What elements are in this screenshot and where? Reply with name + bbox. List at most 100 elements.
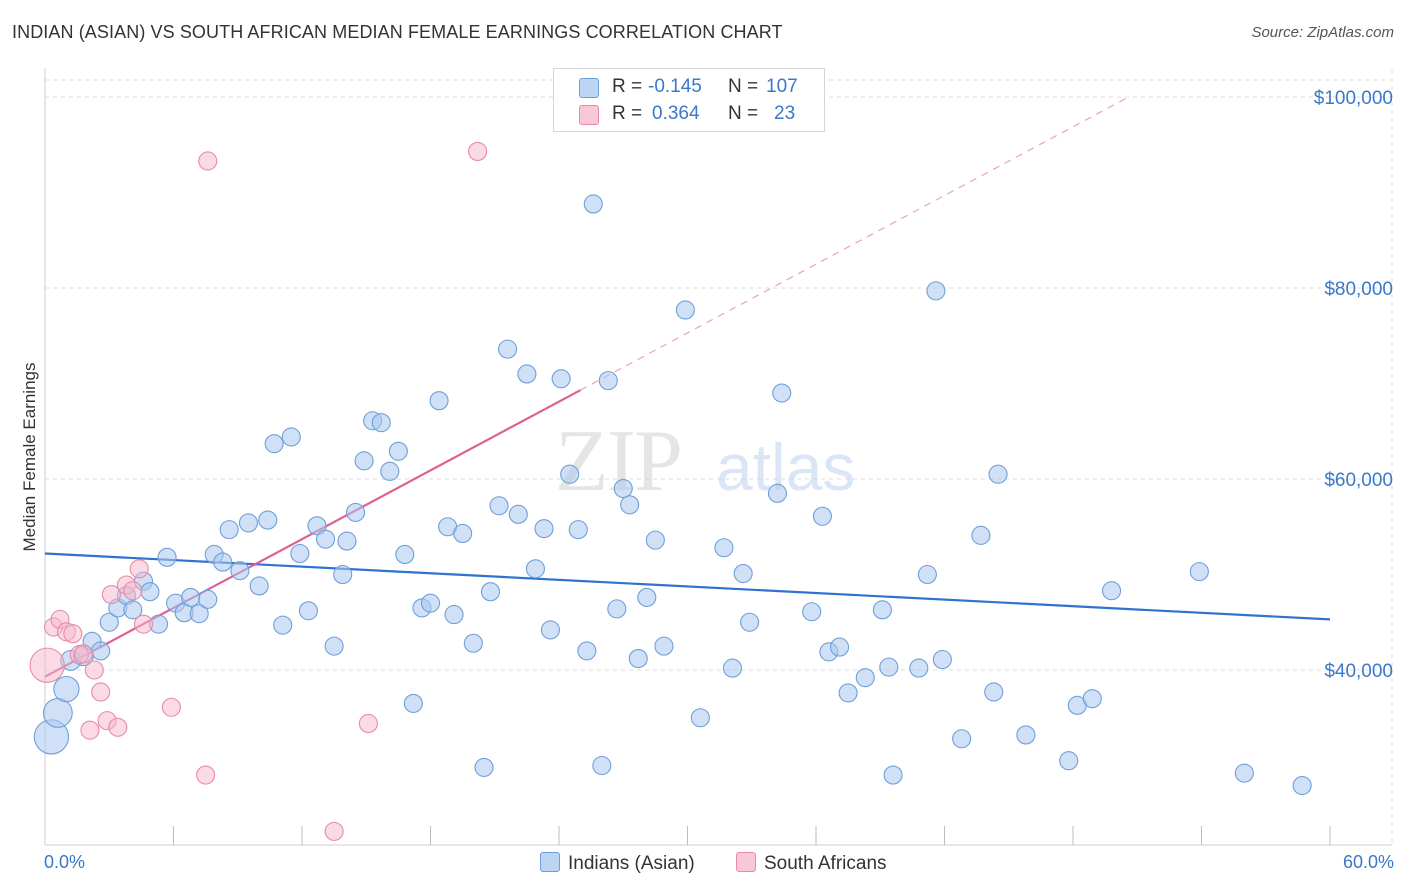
point-indians-asian <box>952 729 972 749</box>
point-south-africans <box>198 151 218 171</box>
y-tick-label: $100,000 <box>1314 88 1393 109</box>
point-indians-asian <box>883 765 903 785</box>
point-indians-asian <box>140 582 160 602</box>
point-indians-asian <box>838 683 858 703</box>
point-indians-asian <box>517 364 537 384</box>
point-indians-asian <box>99 612 119 632</box>
point-indians-asian <box>607 599 627 619</box>
point-south-africans <box>29 647 65 683</box>
point-indians-asian <box>380 461 400 481</box>
point-indians-asian <box>238 513 259 533</box>
point-indians-asian <box>551 369 571 389</box>
point-indians-asian <box>333 564 353 585</box>
point-indians-asian <box>281 427 301 447</box>
point-south-africans <box>101 585 121 605</box>
point-south-africans <box>74 644 94 664</box>
point-south-africans <box>133 614 154 634</box>
legend-swatch-pink <box>579 105 599 125</box>
legend-n-value-blue: 107 <box>766 76 798 97</box>
point-indians-asian <box>181 587 201 607</box>
point-indians-asian <box>690 708 710 728</box>
point-south-africans <box>161 697 181 717</box>
source-label: Source: ZipAtlas.com <box>1251 24 1394 41</box>
point-indians-asian <box>337 531 357 551</box>
legend-n-label: N = <box>728 76 759 97</box>
point-indians-asian <box>1292 776 1312 796</box>
legend-r-value-blue: -0.145 <box>648 76 702 97</box>
y-tick-label: $40,000 <box>1324 661 1393 682</box>
point-indians-asian <box>926 281 946 301</box>
point-indians-asian <box>598 371 618 391</box>
point-south-africans <box>91 682 111 702</box>
point-indians-asian <box>213 552 233 572</box>
point-indians-asian <box>984 682 1004 702</box>
bottom-legend-indians: Indians (Asian) <box>540 852 695 875</box>
trend-line-indians <box>44 552 1331 621</box>
point-indians-asian <box>971 525 991 545</box>
point-south-africans <box>468 141 488 161</box>
point-indians-asian <box>453 523 473 543</box>
point-indians-asian <box>420 593 441 613</box>
point-south-africans <box>80 720 100 740</box>
point-indians-asian <box>1234 763 1254 783</box>
point-south-africans <box>196 765 216 785</box>
point-indians-asian <box>722 658 743 678</box>
point-indians-asian <box>534 519 554 539</box>
point-indians-asian <box>429 391 449 411</box>
point-indians-asian <box>480 582 501 602</box>
point-south-africans <box>324 821 344 841</box>
point-indians-asian <box>645 530 665 550</box>
point-indians-asian <box>932 649 952 670</box>
point-indians-asian <box>307 516 327 536</box>
point-indians-asian <box>463 633 483 653</box>
point-indians-asian <box>219 520 239 540</box>
point-indians-asian <box>879 657 899 677</box>
point-indians-asian <box>498 339 518 359</box>
point-indians-asian <box>675 300 695 320</box>
point-indians-asian <box>1016 725 1036 745</box>
bottom-legend-south-africans: South Africans <box>736 852 887 875</box>
point-indians-asian <box>855 668 875 688</box>
point-indians-asian <box>772 383 792 403</box>
legend-r-label: R = <box>612 76 643 97</box>
point-indians-asian <box>123 600 143 620</box>
point-indians-asian <box>620 495 640 515</box>
point-indians-asian <box>198 589 218 609</box>
bottom-legend-label-blue: Indians (Asian) <box>568 853 695 874</box>
point-indians-asian <box>830 637 850 657</box>
point-indians-asian <box>540 620 560 640</box>
point-indians-asian <box>733 563 753 584</box>
point-indians-asian <box>560 464 580 484</box>
point-south-africans <box>84 660 104 680</box>
watermark: ZIP atlas <box>555 413 855 510</box>
legend-row-indians: R = -0.145 N = 107 <box>554 75 824 101</box>
point-south-africans <box>123 581 143 601</box>
point-indians-asian <box>628 648 648 669</box>
point-indians-asian <box>230 561 250 581</box>
point-south-africans <box>358 713 378 734</box>
point-indians-asian <box>1189 562 1209 582</box>
point-indians-asian <box>91 641 111 661</box>
point-indians-asian <box>577 641 597 661</box>
point-indians-asian <box>388 441 408 461</box>
legend-r-label: R = <box>612 103 643 124</box>
point-indians-asian <box>316 529 336 549</box>
point-indians-asian <box>298 601 318 621</box>
point-indians-asian <box>444 605 464 625</box>
y-tick-labels: $40,000 $60,000 $80,000 $100,000 <box>1314 88 1393 682</box>
series-south-africans <box>29 141 488 841</box>
series-indians-asian <box>33 194 1312 796</box>
stats-legend: R = -0.145 N = 107 R = 0.364 N = 23 <box>553 68 825 132</box>
point-indians-asian <box>249 576 269 596</box>
bottom-legend-swatch-pink <box>736 852 756 872</box>
point-indians-asian <box>157 547 177 567</box>
point-indians-asian <box>189 604 209 624</box>
x-tick-label-min: 0.0% <box>44 852 86 872</box>
point-indians-asian <box>872 600 892 620</box>
point-south-africans <box>63 624 83 644</box>
legend-n-label: N = <box>728 103 759 124</box>
point-indians-asian <box>264 434 284 454</box>
point-indians-asian <box>592 755 612 776</box>
point-indians-asian <box>273 615 293 635</box>
